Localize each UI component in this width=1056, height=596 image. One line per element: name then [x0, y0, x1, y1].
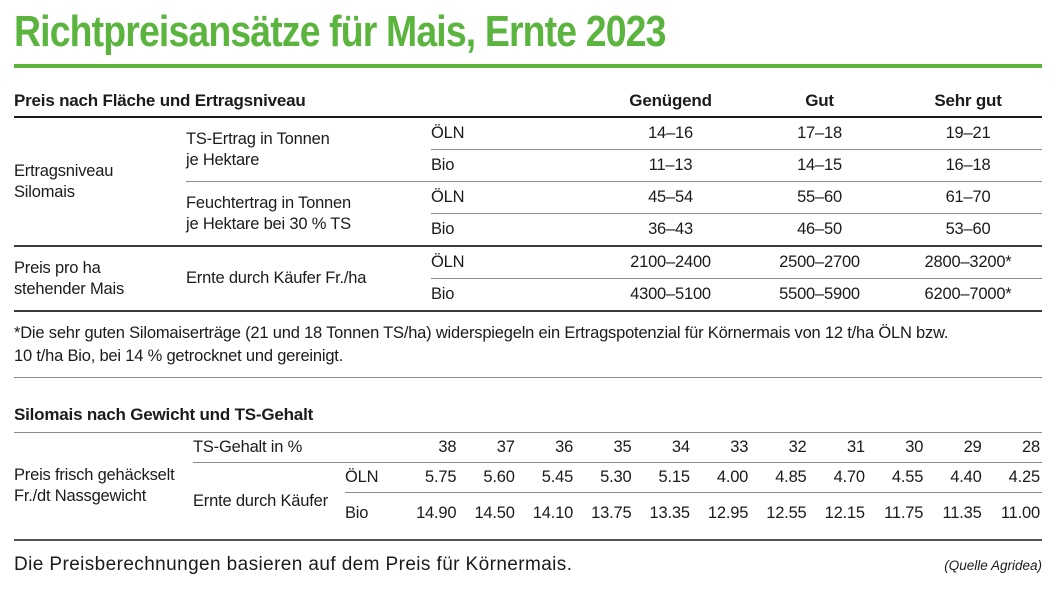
- bio-price: 12.95: [691, 492, 751, 540]
- bio-price: 12.55: [750, 492, 809, 540]
- oln-price: 4.55: [866, 462, 926, 493]
- system-label: Bio: [345, 492, 401, 540]
- table-row: Feuchtertrag in Tonnen je Hektare bei 30…: [14, 181, 1043, 246]
- table-row: Preis frisch gehäckselt Fr./dt Nassgewic…: [14, 433, 1042, 505]
- ts-gehalt-label: TS-Gehalt in %: [193, 438, 303, 456]
- ts-value: 34: [671, 438, 690, 456]
- table-row: Bio 11–13 14–15 16–18: [14, 149, 1043, 182]
- bio-price: 11.35: [925, 492, 984, 540]
- page-title: Richtpreisansätze für Mais, Ernte 2023: [14, 7, 666, 56]
- oln-price: 5.30: [575, 462, 634, 493]
- value-cell: 2500–2700: [745, 245, 895, 279]
- weight-ts-table: Preis frisch gehäckselt Fr./dt Nassgewic…: [14, 433, 1042, 541]
- row-label-preis-frisch: Preis frisch gehäckselt Fr./dt Nassgewic…: [14, 466, 175, 505]
- system-label: ÖLN: [431, 181, 597, 214]
- ts-value: 35: [613, 438, 632, 456]
- system-label: Bio: [431, 149, 597, 182]
- oln-price: 4.70: [808, 462, 867, 493]
- section-label-preis-pro-ha: Preis pro ha stehender Mais: [14, 245, 186, 311]
- bio-price: 12.15: [808, 492, 867, 540]
- system-label: ÖLN: [345, 462, 401, 493]
- oln-price: 5.75: [400, 462, 459, 493]
- metric-label-ts-ertrag: TS-Ertrag in Tonnen je Hektare: [186, 129, 330, 169]
- ts-value: 28: [1022, 438, 1040, 456]
- value-cell: 17–18: [797, 124, 842, 142]
- column-header-gut: Gut: [745, 86, 895, 118]
- harvest-label: Ernte durch Käufer: [193, 462, 345, 540]
- bio-price: 14.10: [516, 492, 576, 540]
- value-cell: 2100–2400: [596, 245, 746, 279]
- price-by-area-table: Preis nach Fläche und Ertragsniveau Genü…: [14, 86, 1043, 312]
- value-cell: 6200–7000*: [894, 278, 1043, 311]
- table-row: Ernte durch Käufer ÖLN 5.75 5.60 5.45 5.…: [14, 462, 1042, 540]
- ts-value: 36: [555, 438, 574, 456]
- oln-price: 5.15: [633, 462, 692, 493]
- value-cell: 45–54: [596, 181, 746, 214]
- table1-title: Preis nach Fläche und Ertragsniveau: [14, 86, 597, 118]
- value-cell: 53–60: [894, 213, 1043, 246]
- oln-price: 4.40: [925, 462, 984, 493]
- system-label: Bio: [431, 278, 597, 311]
- ts-value: 33: [730, 438, 749, 456]
- footnote: *Die sehr guten Silomaiserträge (21 und …: [14, 324, 949, 365]
- footer: Die Preisberechnungen basieren auf dem P…: [14, 554, 1042, 576]
- table1-header-row: Preis nach Fläche und Ertragsniveau Genü…: [14, 86, 1043, 118]
- value-cell: 2800–3200*: [894, 245, 1043, 279]
- table-row: Ertragsniveau Silomais TS-Ertrag in Tonn…: [14, 117, 1042, 201]
- table-row: Bio 14.90 14.50 14.10 13.75 13.35 12.95 …: [14, 492, 1042, 540]
- ts-value: 32: [788, 438, 807, 456]
- ts-value: 29: [963, 438, 982, 456]
- oln-price: 4.85: [750, 462, 809, 493]
- metric-label-ernte-kaeufer: Ernte durch Käufer Fr./ha: [186, 245, 431, 311]
- oln-price: 5.60: [458, 462, 517, 493]
- bio-price: 13.35: [633, 492, 692, 540]
- table-row: Preis pro ha stehender Mais Ernte durch …: [14, 245, 1043, 311]
- ts-value: 37: [496, 438, 515, 456]
- bio-price: 11.75: [866, 492, 926, 540]
- value-cell: 19–21: [945, 124, 991, 142]
- value-cell: 14–15: [745, 149, 895, 182]
- column-header-genuegend: Genügend: [596, 86, 746, 118]
- column-header-sehr-gut: Sehr gut: [894, 86, 1043, 118]
- title-rule: [14, 64, 1042, 68]
- bio-price: 14.50: [458, 492, 517, 540]
- oln-price: 4.00: [691, 462, 751, 493]
- value-cell: 46–50: [745, 213, 895, 246]
- ts-value: 30: [905, 438, 924, 456]
- value-cell: 14–16: [648, 124, 693, 142]
- oln-price: 4.25: [983, 462, 1042, 493]
- value-cell: 5500–5900: [745, 278, 895, 311]
- bio-price: 13.75: [575, 492, 634, 540]
- value-cell: 4300–5100: [596, 278, 746, 311]
- table-row: Bio 36–43 46–50 53–60: [14, 213, 1043, 246]
- value-cell: 36–43: [596, 213, 746, 246]
- value-cell: 55–60: [745, 181, 895, 214]
- source-credit: (Quelle Agridea): [944, 558, 1042, 573]
- table2-heading-rule: [14, 432, 1042, 433]
- value-cell: 16–18: [894, 149, 1043, 182]
- footer-text: Die Preisberechnungen basieren auf dem P…: [14, 554, 573, 575]
- table-row: Bio 4300–5100 5500–5900 6200–7000*: [14, 278, 1043, 311]
- ts-value: 31: [846, 438, 865, 456]
- system-label: ÖLN: [431, 124, 465, 142]
- section-label-ertragsniveau: Ertragsniveau Silomais: [14, 161, 114, 201]
- system-label: ÖLN: [431, 245, 597, 279]
- ts-value: 38: [438, 438, 457, 456]
- metric-label-feuchtertrag: Feuchtertrag in Tonnen je Hektare bei 30…: [186, 181, 431, 246]
- bio-price: 11.00: [983, 492, 1042, 540]
- table2-heading: Silomais nach Gewicht und TS-Gehalt: [14, 405, 314, 424]
- section-divider: [14, 377, 1042, 378]
- value-cell: 61–70: [894, 181, 1043, 214]
- bio-price: 14.90: [400, 492, 459, 540]
- system-label: Bio: [431, 213, 597, 246]
- oln-price: 5.45: [516, 462, 576, 493]
- value-cell: 11–13: [596, 149, 746, 182]
